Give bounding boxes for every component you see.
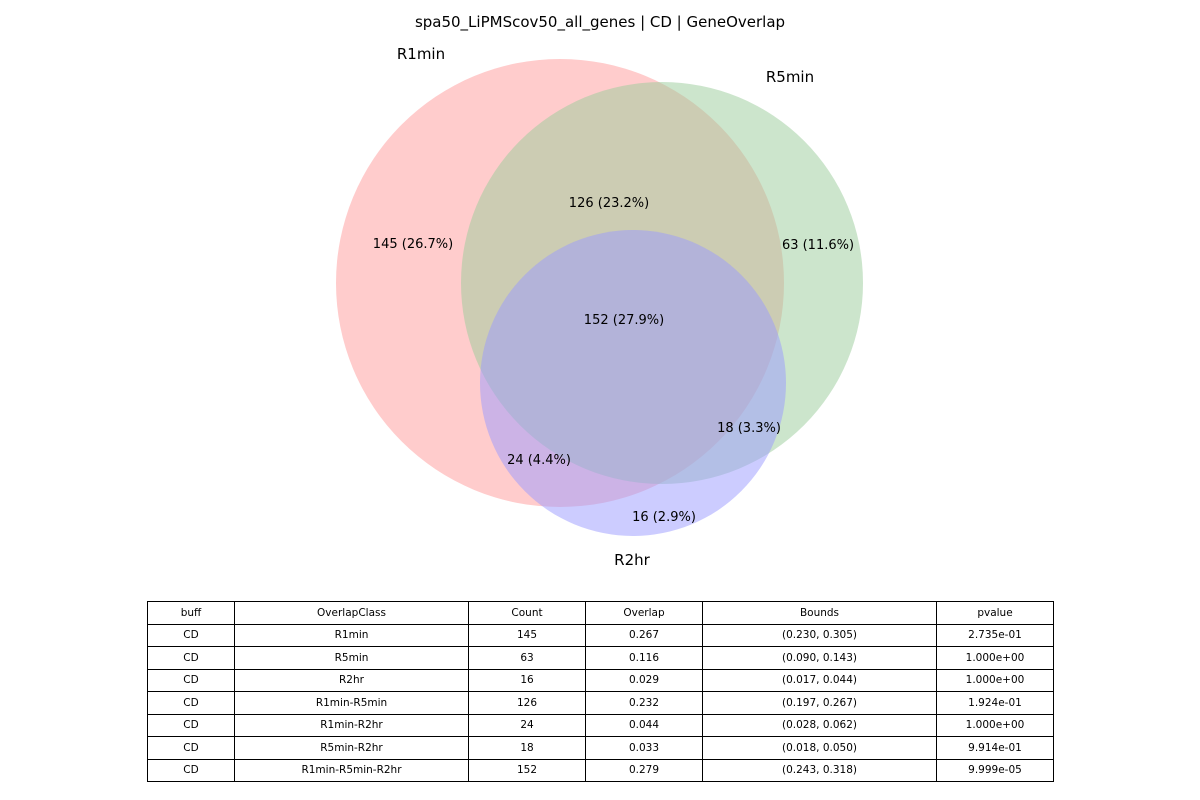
cell-overlap: 0.033 (585, 736, 703, 760)
cell-buff: CD (147, 646, 235, 670)
cell-bounds: (0.028, 0.062) (702, 713, 937, 737)
cell-overlapclass: R1min-R5min-R2hr (234, 758, 469, 782)
column-header-count: Count (468, 601, 586, 625)
diagram-title: spa50_LiPMScov50_all_genes | CD | GeneOv… (414, 13, 786, 31)
cell-pvalue: 9.999e-05 (936, 758, 1054, 782)
cell-buff: CD (147, 736, 235, 760)
cell-pvalue: 1.000e+00 (936, 646, 1054, 670)
column-header-overlap: Overlap (585, 601, 703, 625)
cell-bounds: (0.230, 0.305) (702, 623, 937, 647)
venn-circle-r2hr (480, 230, 786, 536)
cell-count: 63 (468, 646, 586, 670)
cell-count: 16 (468, 668, 586, 692)
table-row: CD R5min-R2hr 18 0.033 (0.018, 0.050) 9.914e-… (147, 736, 1054, 760)
set-label-r2hr: R2hr (614, 551, 650, 569)
column-header-bounds: Bounds (702, 601, 937, 625)
table-row: CD R1min-R5min 126 0.232 (0.197, 0.267) 1.924… (147, 691, 1054, 715)
cell-overlap: 0.116 (585, 646, 703, 670)
cell-buff: CD (147, 668, 235, 692)
cell-overlap: 0.267 (585, 623, 703, 647)
region-label-r5min-r2hr: 18 (3.3%) (717, 421, 781, 436)
table-header-row: buff OverlapClass Count Overlap Bounds p… (147, 601, 1054, 625)
region-label-r1min-r5min: 126 (23.2%) (569, 196, 649, 211)
cell-overlap: 0.029 (585, 668, 703, 692)
cell-bounds: (0.017, 0.044) (702, 668, 937, 692)
cell-pvalue: 2.735e-01 (936, 623, 1054, 647)
region-label-r1min-only: 145 (26.7%) (373, 237, 453, 252)
set-label-r5min: R5min (766, 68, 814, 86)
cell-overlapclass: R2hr (234, 668, 469, 692)
cell-pvalue: 9.914e-01 (936, 736, 1054, 760)
cell-bounds: (0.197, 0.267) (702, 691, 937, 715)
cell-bounds: (0.243, 0.318) (702, 758, 937, 782)
table-row: CD R1min 145 0.267 (0.230, 0.305) 2.735e-01 (147, 623, 1054, 647)
column-header-overlapclass: OverlapClass (234, 601, 469, 625)
table-row: CD R5min 63 0.116 (0.090, 0.143) 1.000e+00 (147, 646, 1054, 670)
cell-overlapclass: R1min-R5min (234, 691, 469, 715)
cell-pvalue: 1.000e+00 (936, 713, 1054, 737)
cell-overlap: 0.279 (585, 758, 703, 782)
cell-bounds: (0.018, 0.050) (702, 736, 937, 760)
set-label-r1min: R1min (397, 45, 445, 63)
cell-overlapclass: R5min (234, 646, 469, 670)
region-label-r5min-only: 63 (11.6%) (782, 238, 854, 253)
cell-overlapclass: R5min-R2hr (234, 736, 469, 760)
cell-overlap: 0.232 (585, 691, 703, 715)
cell-overlap: 0.044 (585, 713, 703, 737)
column-header-buff: buff (147, 601, 235, 625)
table-row: CD R2hr 16 0.029 (0.017, 0.044) 1.000e+00 (147, 668, 1054, 692)
cell-buff: CD (147, 623, 235, 647)
cell-pvalue: 1.000e+00 (936, 668, 1054, 692)
region-label-r2hr-only: 16 (2.9%) (632, 510, 696, 525)
cell-buff: CD (147, 691, 235, 715)
cell-pvalue: 1.924e-01 (936, 691, 1054, 715)
cell-overlapclass: R1min (234, 623, 469, 647)
cell-count: 24 (468, 713, 586, 737)
column-header-pvalue: pvalue (936, 601, 1054, 625)
table-row: CD R1min-R5min-R2hr 152 0.279 (0.243, 0.318)… (147, 758, 1054, 782)
table-row: CD R1min-R2hr 24 0.044 (0.028, 0.062) 1.000e+… (147, 713, 1054, 737)
cell-overlapclass: R1min-R2hr (234, 713, 469, 737)
cell-count: 145 (468, 623, 586, 647)
cell-count: 18 (468, 736, 586, 760)
venn-diagram: R1min R5min R2hr 145 (26.7%) 63 (11.6%) … (336, 45, 863, 569)
overlap-stats-table: buff OverlapClass Count Overlap Bounds p… (147, 601, 1054, 782)
cell-count: 126 (468, 691, 586, 715)
cell-buff: CD (147, 758, 235, 782)
table-body: CD R1min 145 0.267 (0.230, 0.305) 2.735e-01 CD… (147, 623, 1054, 782)
cell-bounds: (0.090, 0.143) (702, 646, 937, 670)
cell-count: 152 (468, 758, 586, 782)
region-label-r1min-r2hr: 24 (4.4%) (507, 453, 571, 468)
region-label-all-three: 152 (27.9%) (584, 313, 664, 328)
cell-buff: CD (147, 713, 235, 737)
